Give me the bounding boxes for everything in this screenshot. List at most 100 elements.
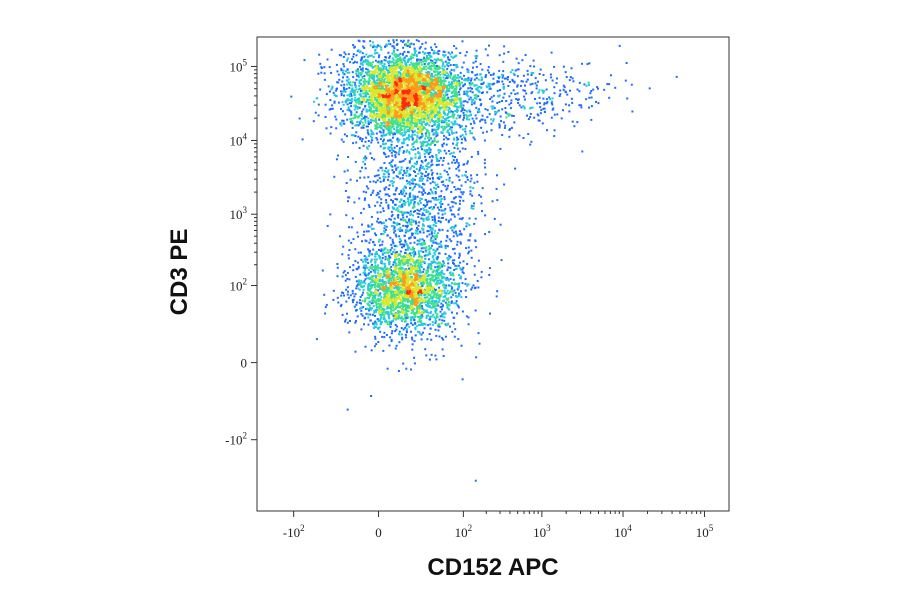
- event-dot: [431, 321, 434, 324]
- event-dot: [433, 43, 436, 46]
- event-dot: [374, 66, 377, 69]
- event-dot: [436, 94, 439, 97]
- event-dot: [419, 67, 421, 69]
- event-dot: [423, 262, 426, 265]
- event-dot: [423, 247, 426, 249]
- event-dot: [408, 229, 411, 232]
- event-dot: [429, 293, 432, 296]
- event-dot: [390, 285, 393, 288]
- event-dot: [388, 80, 391, 82]
- event-dot: [382, 115, 385, 118]
- event-dot: [408, 77, 411, 80]
- event-dot: [436, 85, 439, 88]
- event-dot: [441, 67, 444, 70]
- event-dot: [377, 64, 379, 67]
- event-dot: [458, 82, 461, 85]
- event-dot: [361, 281, 364, 284]
- density-dots: [290, 39, 678, 482]
- event-dot: [395, 39, 398, 42]
- event-dot: [405, 84, 408, 87]
- event-dot: [434, 144, 437, 146]
- event-dot: [436, 258, 439, 261]
- event-dot: [397, 282, 400, 284]
- event-dot: [391, 66, 394, 68]
- event-dot: [430, 46, 433, 49]
- event-dot: [427, 303, 430, 306]
- event-dot: [421, 310, 423, 313]
- event-dot: [435, 111, 438, 114]
- event-dot: [303, 59, 306, 62]
- event-dot: [375, 85, 378, 88]
- event-dot: [443, 316, 446, 319]
- event-dot: [387, 42, 390, 45]
- event-dot: [443, 106, 445, 109]
- event-dot: [432, 255, 435, 258]
- event-dot: [417, 330, 420, 333]
- event-dot: [418, 271, 421, 274]
- event-dot: [357, 135, 360, 138]
- event-dot: [384, 282, 387, 285]
- event-dot: [386, 302, 388, 305]
- event-dot: [473, 122, 476, 125]
- event-dot: [393, 295, 396, 298]
- event-dot: [390, 109, 393, 111]
- event-dot: [374, 98, 377, 101]
- event-dot: [358, 85, 361, 88]
- event-dot: [450, 92, 453, 95]
- event-dot: [442, 63, 445, 66]
- event-dot: [364, 88, 367, 91]
- event-dot: [353, 108, 356, 111]
- event-dot: [346, 68, 349, 71]
- event-dot: [377, 297, 380, 300]
- event-dot: [364, 121, 367, 124]
- event-dot: [388, 124, 391, 127]
- event-dot: [464, 79, 467, 82]
- event-dot: [428, 110, 431, 113]
- event-dot: [414, 50, 417, 53]
- event-dot: [403, 305, 406, 308]
- event-dot: [406, 288, 409, 291]
- event-dot: [390, 93, 393, 96]
- event-dot: [439, 59, 441, 61]
- event-dot: [411, 279, 414, 282]
- event-dot: [399, 108, 402, 111]
- event-dot: [387, 73, 389, 76]
- event-dot: [409, 258, 412, 260]
- event-dot: [399, 88, 402, 91]
- event-dot: [379, 116, 382, 119]
- event-dot: [433, 116, 436, 119]
- event-dot: [400, 111, 403, 113]
- event-dot: [430, 99, 433, 101]
- event-dot: [437, 279, 440, 282]
- event-dot: [371, 285, 374, 288]
- event-dot: [420, 112, 423, 115]
- event-dot: [323, 66, 326, 69]
- event-dot: [372, 265, 375, 268]
- event-dot: [367, 74, 370, 77]
- event-dot: [357, 71, 360, 74]
- event-dot: [480, 103, 483, 106]
- event-dot: [418, 61, 421, 64]
- event-dot: [422, 110, 425, 113]
- event-dot: [487, 82, 490, 85]
- event-dot: [385, 85, 387, 88]
- event-dot: [379, 318, 382, 320]
- event-dot: [415, 138, 418, 141]
- event-dot: [404, 263, 406, 266]
- event-dot: [429, 263, 432, 265]
- event-dot: [403, 111, 406, 114]
- event-dot: [393, 67, 396, 70]
- event-dot: [405, 309, 408, 312]
- event-dot: [415, 77, 418, 80]
- event-dot: [383, 81, 386, 83]
- event-dot: [392, 306, 395, 309]
- event-dot: [387, 114, 390, 117]
- event-dot: [419, 300, 421, 302]
- event-dot: [415, 325, 418, 328]
- event-dot: [442, 68, 445, 71]
- event-dot: [449, 83, 452, 85]
- event-dot: [418, 88, 421, 91]
- event-dot: [374, 102, 376, 104]
- event-dot: [426, 282, 429, 285]
- event-dot: [380, 77, 383, 80]
